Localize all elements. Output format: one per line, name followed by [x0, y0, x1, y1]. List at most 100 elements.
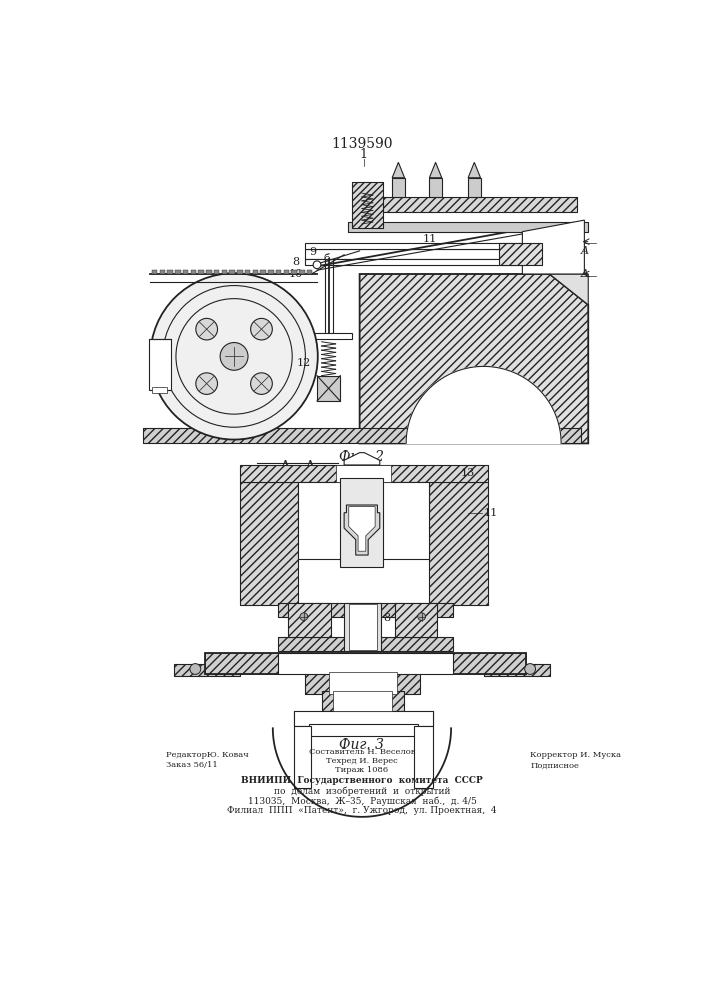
- Text: 1139590: 1139590: [331, 137, 392, 151]
- Bar: [298, 482, 429, 559]
- Bar: [317, 376, 340, 401]
- Polygon shape: [344, 453, 380, 465]
- Polygon shape: [522, 220, 585, 274]
- Bar: [183, 270, 188, 274]
- Text: Филиал  ППП  «Патент»,  г. Ужгород,  ул. Проектная,  4: Филиал ППП «Патент», г. Ужгород, ул. Про…: [227, 806, 497, 815]
- Bar: [237, 270, 243, 274]
- Bar: [245, 270, 250, 274]
- Text: Фиг. 3: Фиг. 3: [339, 738, 385, 752]
- Bar: [305, 333, 352, 339]
- Bar: [468, 178, 481, 197]
- Bar: [352, 182, 383, 228]
- Bar: [337, 465, 391, 482]
- Polygon shape: [549, 274, 588, 305]
- Bar: [484, 664, 549, 676]
- Bar: [199, 270, 204, 274]
- Bar: [333, 691, 392, 711]
- Circle shape: [220, 343, 248, 370]
- Polygon shape: [429, 162, 442, 178]
- Bar: [322, 691, 404, 711]
- Bar: [329, 672, 397, 694]
- Bar: [344, 603, 381, 651]
- Bar: [349, 604, 377, 650]
- Bar: [499, 243, 542, 265]
- Text: 10: 10: [289, 269, 303, 279]
- Text: 113035,  Москва,  Ж–35,  Раушская  наб.,  д. 4/5: 113035, Москва, Ж–35, Раушская наб., д. …: [247, 796, 477, 806]
- Circle shape: [250, 373, 272, 394]
- Bar: [484, 664, 549, 676]
- Polygon shape: [468, 162, 481, 178]
- Bar: [240, 465, 488, 482]
- Text: 11: 11: [422, 234, 436, 244]
- Bar: [395, 603, 437, 637]
- Bar: [305, 672, 420, 694]
- Bar: [240, 482, 298, 605]
- Bar: [291, 270, 297, 274]
- Bar: [414, 726, 433, 788]
- Text: 9: 9: [310, 247, 317, 257]
- Circle shape: [196, 318, 218, 340]
- Text: 11: 11: [484, 508, 498, 518]
- Bar: [268, 270, 274, 274]
- Bar: [305, 672, 420, 694]
- Polygon shape: [406, 366, 561, 443]
- Bar: [160, 270, 165, 274]
- Bar: [309, 724, 418, 736]
- Bar: [276, 270, 281, 274]
- Bar: [348, 222, 588, 232]
- Bar: [340, 478, 383, 567]
- Polygon shape: [344, 505, 380, 555]
- Bar: [375, 197, 577, 212]
- Circle shape: [525, 664, 535, 674]
- Bar: [288, 603, 331, 637]
- Bar: [288, 603, 331, 637]
- Text: A: A: [581, 246, 589, 256]
- Bar: [214, 270, 219, 274]
- Bar: [392, 178, 404, 197]
- Bar: [352, 182, 383, 228]
- Bar: [149, 339, 170, 389]
- Bar: [307, 270, 312, 274]
- Bar: [322, 691, 404, 711]
- Circle shape: [418, 613, 426, 620]
- Circle shape: [151, 273, 317, 440]
- Bar: [429, 482, 488, 605]
- Bar: [191, 270, 196, 274]
- Text: A - A: A - A: [279, 460, 316, 474]
- Bar: [279, 637, 452, 651]
- Text: Техред И. Верес: Техред И. Верес: [326, 757, 398, 765]
- Circle shape: [313, 261, 321, 269]
- Text: Корректор И. Муска: Корректор И. Муска: [530, 751, 621, 759]
- Circle shape: [196, 373, 218, 394]
- Bar: [279, 603, 452, 617]
- Text: 13: 13: [460, 468, 474, 478]
- Text: Тираж 1086: Тираж 1086: [335, 766, 389, 774]
- Bar: [222, 270, 227, 274]
- Circle shape: [300, 613, 308, 620]
- Text: Заказ 56/11: Заказ 56/11: [166, 761, 218, 769]
- Text: Составитель Н. Веселов: Составитель Н. Веселов: [309, 748, 415, 756]
- Bar: [152, 270, 158, 274]
- Bar: [279, 637, 452, 651]
- Bar: [305, 249, 546, 259]
- Bar: [429, 178, 442, 197]
- Bar: [279, 603, 452, 617]
- Bar: [175, 270, 180, 274]
- Text: ВНИИПИ  Государственного  комитета  СССР: ВНИИПИ Государственного комитета СССР: [241, 776, 483, 785]
- Bar: [204, 653, 526, 674]
- Bar: [206, 270, 211, 274]
- Bar: [299, 270, 305, 274]
- Bar: [174, 664, 240, 676]
- Bar: [305, 243, 546, 249]
- Bar: [152, 387, 168, 393]
- Circle shape: [190, 664, 201, 674]
- Bar: [230, 270, 235, 274]
- Bar: [240, 465, 488, 482]
- Text: по  делам  изобретений  и  открытий: по делам изобретений и открытий: [274, 786, 450, 796]
- Text: 8: 8: [383, 613, 390, 623]
- Bar: [395, 603, 437, 637]
- Bar: [499, 243, 542, 265]
- Polygon shape: [392, 162, 404, 178]
- Text: б: б: [324, 254, 330, 264]
- Text: Фиг. 2: Фиг. 2: [339, 450, 385, 464]
